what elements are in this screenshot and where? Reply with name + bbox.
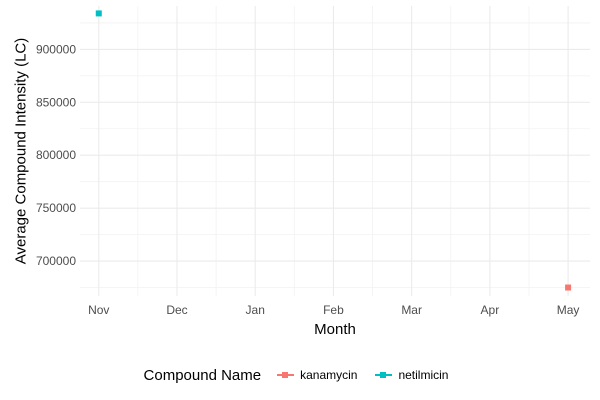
y-axis-title: Average Compound Intensity (LC) xyxy=(12,38,29,265)
x-tick-label: Jan xyxy=(246,303,265,317)
y-tick-label: 700000 xyxy=(36,254,76,268)
x-tick-label: Feb xyxy=(323,303,344,317)
chart: 700000 750000 800000 850000 900000 Nov Dec Jan… xyxy=(12,6,590,338)
legend-label-kanamycin: kanamycin xyxy=(300,368,358,382)
data-point-kanamycin xyxy=(565,284,572,291)
legend-title: Compound Name xyxy=(143,366,262,384)
x-tick-label: Dec xyxy=(166,303,187,317)
x-tick-label: May xyxy=(557,303,580,317)
y-tick-label: 850000 xyxy=(36,95,76,109)
legend-key-netilmicin xyxy=(375,369,393,381)
grid xyxy=(80,6,590,296)
x-axis-title: Month xyxy=(314,321,356,338)
y-tick-label: 900000 xyxy=(36,42,76,56)
y-tick-label: 750000 xyxy=(36,201,76,215)
data-points xyxy=(95,10,572,291)
y-tick-label: 800000 xyxy=(36,148,76,162)
x-tick-label: Nov xyxy=(88,303,109,317)
data-point-netilmicin xyxy=(95,10,102,17)
legend-item-netilmicin: netilmicin xyxy=(375,368,448,382)
legend-label-netilmicin: netilmicin xyxy=(398,368,449,382)
x-tick-label: Mar xyxy=(401,303,422,317)
legend: Compound Name kanamycin netilmicin xyxy=(0,360,600,390)
y-tick-labels: 700000 750000 800000 850000 900000 xyxy=(36,42,76,268)
legend-item-kanamycin: kanamycin xyxy=(277,368,357,382)
x-tick-label: Apr xyxy=(481,303,500,317)
x-tick-labels: Nov Dec Jan Feb Mar Apr May xyxy=(88,303,579,317)
legend-key-kanamycin xyxy=(277,369,295,381)
